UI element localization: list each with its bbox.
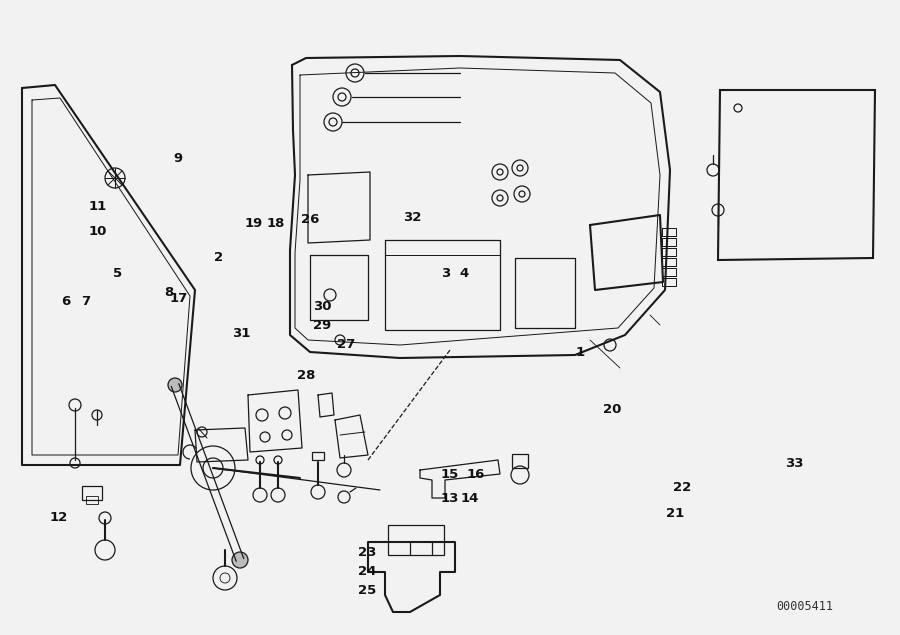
Bar (388, 525, 444, 555)
Text: 11: 11 (88, 200, 106, 213)
Text: 18: 18 (266, 217, 284, 230)
Bar (312, 452, 324, 460)
Text: 28: 28 (297, 370, 315, 382)
Text: 25: 25 (358, 584, 376, 597)
Text: 2: 2 (214, 251, 223, 264)
Text: 16: 16 (466, 469, 484, 481)
Text: 8: 8 (165, 286, 174, 298)
Text: 7: 7 (81, 295, 90, 308)
Text: 33: 33 (785, 457, 804, 470)
Text: 14: 14 (461, 492, 479, 505)
Text: 6: 6 (61, 295, 70, 308)
Text: 27: 27 (338, 338, 356, 351)
Text: 31: 31 (232, 327, 250, 340)
Text: 13: 13 (441, 492, 459, 505)
Text: 20: 20 (603, 403, 621, 416)
Text: 5: 5 (112, 267, 122, 279)
Text: 23: 23 (358, 546, 376, 559)
Text: 10: 10 (88, 225, 106, 238)
Text: 32: 32 (403, 211, 421, 224)
Circle shape (232, 552, 248, 568)
Text: 24: 24 (358, 565, 376, 578)
Text: 26: 26 (302, 213, 319, 225)
Bar (86, 496, 98, 504)
Text: 17: 17 (169, 292, 187, 305)
Text: 21: 21 (666, 507, 684, 519)
Text: 00005411: 00005411 (777, 601, 833, 613)
Text: 15: 15 (441, 469, 459, 481)
Text: 22: 22 (673, 481, 691, 494)
Text: 19: 19 (245, 217, 263, 230)
Text: 4: 4 (459, 267, 468, 279)
Bar (82, 486, 102, 500)
Bar (512, 454, 528, 468)
Text: 3: 3 (441, 267, 450, 279)
Text: 30: 30 (313, 300, 332, 312)
Circle shape (168, 378, 182, 392)
Text: 9: 9 (174, 152, 183, 165)
Text: 12: 12 (50, 511, 68, 524)
Text: 29: 29 (313, 319, 331, 331)
Text: 1: 1 (576, 346, 585, 359)
